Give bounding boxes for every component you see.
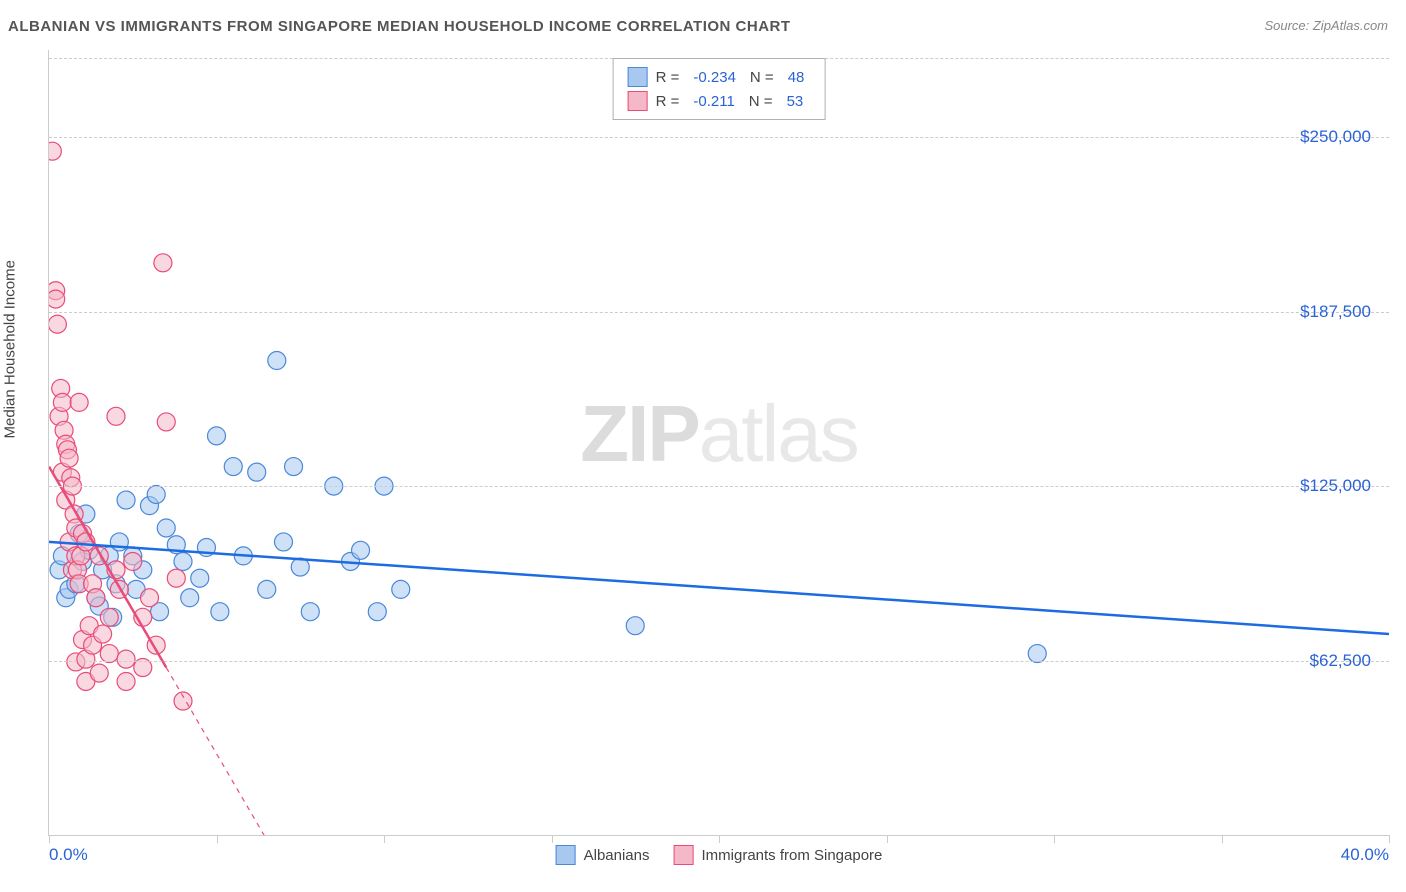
gridline	[49, 661, 1389, 662]
y-tick-label: $62,500	[1310, 651, 1371, 671]
x-max-label: 40.0%	[1341, 845, 1389, 865]
legend-swatch	[628, 91, 648, 111]
legend-label: Immigrants from Singapore	[701, 847, 882, 864]
gridline	[49, 137, 1389, 138]
plot-area: ZIPatlas $62,500$125,000$187,500$250,000…	[48, 50, 1389, 836]
series-legend: Albanians Immigrants from Singapore	[556, 845, 883, 865]
chart-container: ALBANIAN VS IMMIGRANTS FROM SINGAPORE ME…	[0, 0, 1406, 892]
header: ALBANIAN VS IMMIGRANTS FROM SINGAPORE ME…	[8, 18, 1398, 42]
n-value: 53	[787, 93, 804, 110]
y-tick-label: $250,000	[1300, 127, 1371, 147]
stats-legend: R =-0.234 N =48R =-0.211 N =53	[613, 58, 826, 120]
legend-swatch	[556, 845, 576, 865]
n-value: 48	[788, 69, 805, 86]
scatter-svg	[49, 50, 1389, 835]
r-value: -0.211	[693, 93, 734, 110]
y-tick-label: $187,500	[1300, 302, 1371, 322]
gridline	[49, 486, 1389, 487]
source-label: Source: ZipAtlas.com	[1264, 18, 1388, 33]
y-tick-label: $125,000	[1300, 476, 1371, 496]
chart-title: ALBANIAN VS IMMIGRANTS FROM SINGAPORE ME…	[8, 18, 791, 35]
legend-label: Albanians	[584, 847, 650, 864]
legend-swatch	[628, 67, 648, 87]
r-value: -0.234	[693, 69, 736, 86]
y-axis-label: Median Household Income	[2, 260, 19, 438]
legend-swatch	[673, 845, 693, 865]
x-min-label: 0.0%	[49, 845, 88, 865]
gridline	[49, 312, 1389, 313]
